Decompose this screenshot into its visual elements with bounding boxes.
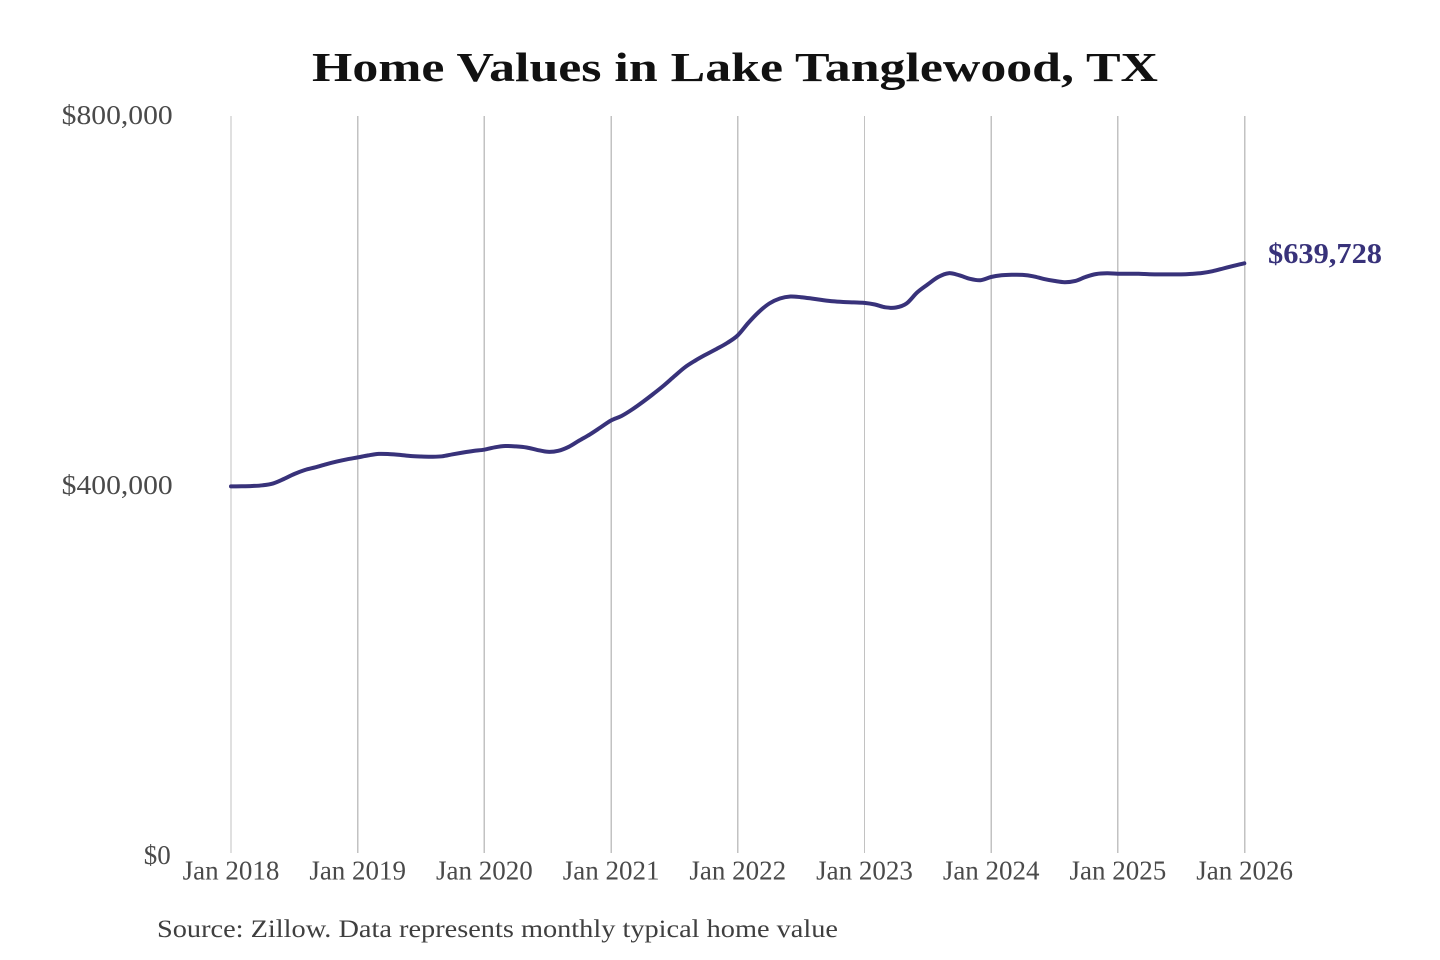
svg-text:$800,000: $800,000 bbox=[62, 100, 173, 130]
svg-text:$0: $0 bbox=[144, 840, 171, 870]
svg-text:Home Values in Lake Tanglewood: Home Values in Lake Tanglewood, TX bbox=[312, 44, 1158, 90]
svg-text:Jan 2018: Jan 2018 bbox=[183, 855, 280, 885]
svg-text:Jan 2026: Jan 2026 bbox=[1196, 855, 1293, 885]
svg-text:Jan 2019: Jan 2019 bbox=[309, 855, 406, 885]
svg-text:$400,000: $400,000 bbox=[62, 470, 173, 500]
svg-text:Jan 2022: Jan 2022 bbox=[689, 855, 786, 885]
svg-text:Jan 2024: Jan 2024 bbox=[943, 855, 1040, 885]
svg-text:Jan 2025: Jan 2025 bbox=[1070, 855, 1167, 885]
svg-text:Jan 2023: Jan 2023 bbox=[816, 855, 913, 885]
svg-text:Source: Zillow. Data represent: Source: Zillow. Data represents monthly … bbox=[157, 916, 838, 943]
svg-text:Jan 2021: Jan 2021 bbox=[563, 855, 660, 885]
svg-text:Jan 2020: Jan 2020 bbox=[436, 855, 533, 885]
svg-text:$639,728: $639,728 bbox=[1268, 238, 1382, 270]
